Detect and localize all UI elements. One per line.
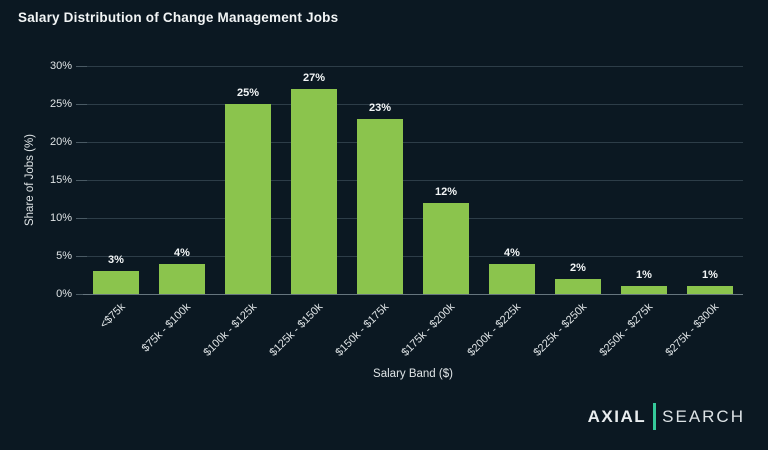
y-tick-label: 0% xyxy=(56,288,72,300)
bar-$175k - $200k xyxy=(423,202,469,294)
x-tick-label-text: $125k - $150k xyxy=(267,301,326,359)
x-axis-line xyxy=(83,293,743,295)
y-axis-tick xyxy=(76,141,87,143)
logo-divider xyxy=(653,403,657,430)
y-tick-label: 15% xyxy=(49,174,72,186)
y-tick-label: 30% xyxy=(49,60,72,72)
bar-<$75k xyxy=(93,271,139,294)
bar-value-label: 2% xyxy=(570,261,586,274)
x-axis-title: Salary Band ($) xyxy=(373,368,453,380)
bar-value-label: 23% xyxy=(368,102,392,115)
y-axis-tick xyxy=(76,217,87,219)
bar-value-label: 12% xyxy=(434,185,458,198)
y-axis-tick xyxy=(76,103,87,105)
bar-value-label: 25% xyxy=(236,87,260,99)
x-tick-label-text: $150k - $175k xyxy=(333,301,392,359)
logo-text-axial: AXIAL xyxy=(587,406,647,426)
x-tick-label-text: $275k - $300k xyxy=(663,301,722,359)
y-axis-tick xyxy=(76,255,87,257)
bar-value-label: 3% xyxy=(108,254,124,267)
bar-$225k - $250k xyxy=(555,278,601,294)
bar-value-label: 4% xyxy=(174,246,190,259)
x-tick-label-text: $100k - $125k xyxy=(201,301,260,359)
plot-area: 3% 4% 25% 27% 23% 12% 4% 2% 1% 1% xyxy=(83,56,743,295)
bar-$275k - $300k xyxy=(687,286,733,294)
y-axis-tick xyxy=(76,179,87,181)
bar-$250k - $275k xyxy=(621,286,667,294)
y-axis-tick xyxy=(76,293,87,295)
x-tick-label-text: $175k - $200k xyxy=(399,301,458,359)
bar-$125k - $150k xyxy=(291,88,337,294)
x-tick-label-text: $250k - $275k xyxy=(597,301,656,359)
bar-value-label: 27% xyxy=(302,71,326,84)
y-tick-label: 25% xyxy=(49,98,72,110)
gridline xyxy=(83,255,743,257)
gridline xyxy=(83,179,743,181)
gridline xyxy=(83,103,743,105)
logo-text-search: SEARCH xyxy=(662,406,745,426)
bar-value-label: 1% xyxy=(702,269,718,282)
gridline xyxy=(83,217,743,219)
bar-$100k - $125k xyxy=(225,104,271,294)
y-axis-tick xyxy=(76,65,87,67)
gridline xyxy=(83,141,743,143)
bar-$200k - $225k xyxy=(489,263,535,294)
bar-$150k - $175k xyxy=(357,119,403,294)
y-tick-label: 10% xyxy=(49,212,72,224)
gridline xyxy=(83,65,743,67)
bar-$75k - $100k xyxy=(159,263,205,294)
y-tick-label: 5% xyxy=(56,250,72,262)
y-tick-label: 20% xyxy=(49,136,72,148)
x-tick-label-text: <$75k xyxy=(97,301,128,331)
bar-value-label: 4% xyxy=(504,246,520,259)
x-tick-label-text: $225k - $250k xyxy=(531,301,590,359)
chart-title: Salary Distribution of Change Management… xyxy=(18,10,339,25)
bar-value-label: 1% xyxy=(636,269,652,282)
x-tick-label-text: $75k - $100k xyxy=(140,301,194,355)
x-tick-label-text: $200k - $225k xyxy=(465,301,524,359)
axial-search-logo: AXIAL SEARCH xyxy=(588,403,745,430)
